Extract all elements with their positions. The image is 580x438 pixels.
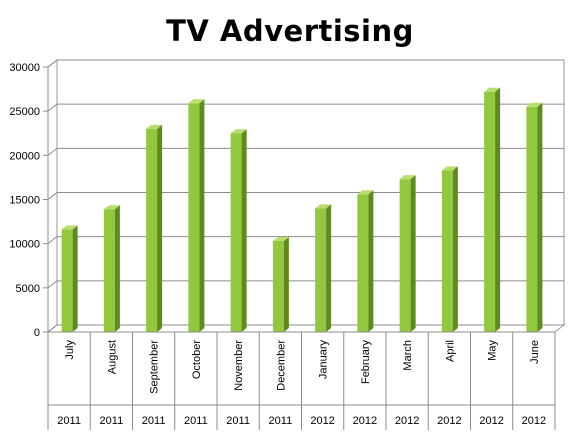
bar — [272, 237, 289, 332]
bar-top — [441, 166, 458, 171]
bar-side — [537, 102, 543, 332]
bar-top — [230, 129, 247, 134]
y-tick-label: 10000 — [9, 239, 40, 251]
bar — [399, 175, 416, 332]
bar-top — [61, 225, 78, 230]
gridline — [47, 147, 564, 156]
gridline — [47, 103, 564, 112]
x-tick-label: April — [444, 340, 456, 362]
bar-top — [103, 205, 120, 210]
bar-top — [272, 237, 289, 242]
x-group-label: 2012 — [479, 415, 503, 427]
bar — [357, 190, 374, 332]
y-tick-label: 25000 — [9, 106, 40, 118]
x-tick-label: March — [402, 340, 414, 371]
bar-front — [188, 103, 200, 332]
gridline — [47, 280, 564, 289]
x-tick-label: November — [233, 340, 245, 391]
bar-top — [399, 175, 416, 180]
bar-side — [72, 225, 78, 332]
bar-front — [146, 128, 158, 332]
x-tick-label: May — [487, 340, 499, 361]
x-tick-label: January — [318, 340, 330, 380]
bar-front — [441, 170, 453, 332]
x-group-label: 2011 — [269, 415, 293, 427]
x-group-label: 2011 — [184, 415, 208, 427]
bar-side — [199, 99, 205, 332]
bar — [103, 205, 120, 332]
bar-front — [357, 194, 369, 332]
bar-side — [495, 87, 501, 332]
x-group-label: 2011 — [100, 415, 124, 427]
x-tick-label: June — [529, 340, 541, 364]
x-tick-label: October — [191, 340, 203, 379]
gridline — [47, 192, 564, 200]
x-group-label: 2012 — [522, 415, 546, 427]
x-tick-label: December — [275, 340, 287, 391]
bar-front — [315, 208, 327, 332]
bar-top — [357, 190, 374, 195]
gridline — [47, 324, 564, 333]
bar — [484, 87, 501, 332]
x-group-label: 2011 — [142, 415, 166, 427]
bar-side — [157, 124, 163, 332]
gridline — [47, 236, 564, 245]
bar-side — [241, 129, 247, 332]
bar — [188, 99, 205, 332]
bar-front — [484, 91, 496, 332]
bar-front — [230, 133, 242, 332]
bar-side — [114, 205, 120, 332]
bar-front — [103, 209, 115, 332]
bar — [61, 225, 78, 332]
y-tick-label: 15000 — [9, 195, 40, 207]
bar — [526, 102, 543, 332]
x-tick-label: February — [360, 340, 372, 385]
x-group-label: 2012 — [310, 415, 334, 427]
bar-top — [484, 87, 501, 92]
bar-top — [146, 124, 163, 129]
bar-side — [452, 166, 458, 332]
bar — [230, 129, 247, 332]
bar — [441, 166, 458, 332]
bar-front — [399, 179, 411, 332]
bar-side — [368, 190, 374, 332]
y-tick-label: 0 — [34, 327, 40, 339]
x-group-label: 2011 — [57, 415, 81, 427]
bar-top — [188, 99, 205, 104]
chart-title: TV Advertising — [166, 14, 414, 48]
bar-top — [526, 102, 543, 107]
y-tick-label: 20000 — [9, 150, 40, 162]
bar-front — [61, 229, 73, 332]
bar — [315, 204, 332, 332]
bar-front — [272, 241, 284, 332]
bar-top — [315, 204, 332, 209]
y-tick-label: 30000 — [9, 62, 40, 74]
y-tick-label: 5000 — [16, 283, 40, 295]
x-group-label: 2012 — [437, 415, 461, 427]
bar-front — [526, 106, 538, 332]
x-group-label: 2012 — [395, 415, 419, 427]
bar-side — [410, 175, 416, 332]
bar-side — [326, 204, 332, 332]
x-tick-label: July — [64, 340, 76, 360]
x-tick-label: September — [149, 340, 161, 394]
x-tick-label: August — [106, 340, 118, 374]
x-group-label: 2011 — [226, 415, 250, 427]
gridline — [47, 59, 564, 68]
bar — [146, 124, 163, 332]
bar-side — [283, 237, 289, 332]
x-group-label: 2012 — [353, 415, 377, 427]
